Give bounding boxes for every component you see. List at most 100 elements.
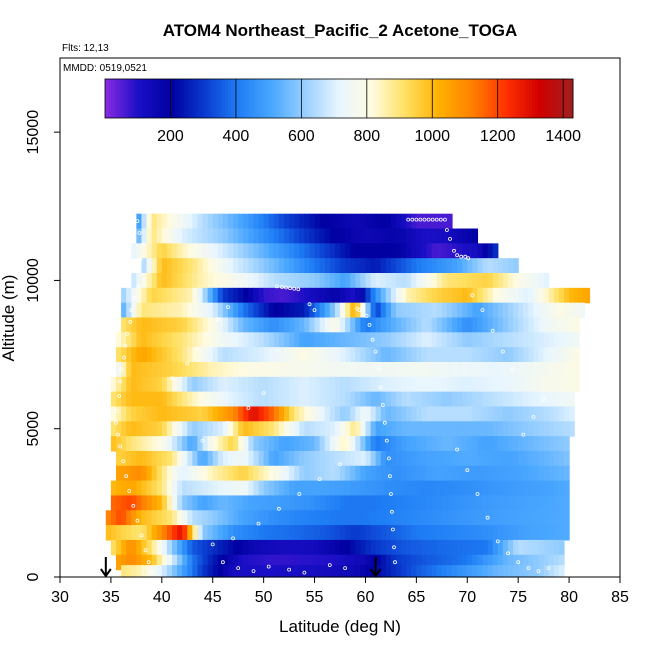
- heatmap-cell: [401, 228, 407, 244]
- heatmap-cell: [278, 287, 285, 304]
- heatmap-cell: [370, 273, 377, 289]
- heatmap-cell: [268, 213, 275, 230]
- heatmap-cell: [334, 480, 341, 497]
- heatmap-cell: [508, 525, 514, 541]
- heatmap-cell: [431, 243, 438, 259]
- heatmap-cell: [390, 213, 397, 230]
- heatmap-cell: [467, 465, 473, 482]
- heatmap-cell: [441, 273, 448, 289]
- heatmap-cell: [233, 287, 239, 304]
- colorbar-frame: [104, 78, 574, 119]
- heatmap-cell: [548, 376, 555, 393]
- heatmap-cell: [487, 317, 494, 333]
- heatmap-cell: [121, 391, 127, 408]
- heatmap-cell: [462, 525, 468, 541]
- heatmap-cell: [406, 317, 412, 333]
- heatmap-cell: [390, 525, 397, 541]
- heatmap-cell: [187, 525, 193, 541]
- heatmap-cell: [278, 539, 285, 556]
- heatmap-cell: [467, 510, 473, 526]
- heatmap-cell: [441, 480, 448, 497]
- heatmap-cell: [116, 495, 122, 511]
- heatmap-cell: [416, 391, 423, 408]
- heatmap-cell: [161, 565, 168, 578]
- heatmap-cell: [472, 273, 479, 289]
- heatmap-cell: [253, 539, 260, 556]
- heatmap-cell: [334, 243, 341, 259]
- heatmap-cell: [497, 436, 504, 452]
- heatmap-cell: [502, 376, 509, 393]
- heatmap-cell: [314, 347, 321, 363]
- heatmap-cell: [406, 554, 412, 571]
- heatmap-cell: [497, 287, 504, 304]
- heatmap-cell: [482, 391, 489, 408]
- heatmap-cell: [289, 361, 295, 378]
- heatmap-cell: [217, 525, 224, 541]
- heatmap-cell: [355, 376, 361, 393]
- heatmap-cell: [574, 332, 580, 348]
- colorbar-segment: [412, 79, 416, 118]
- sample-point: [506, 551, 510, 556]
- heatmap-cell: [136, 421, 143, 437]
- heatmap-cell: [284, 554, 290, 571]
- heatmap-cell: [299, 273, 305, 289]
- heatmap-cell: [477, 406, 484, 422]
- heatmap-cell: [217, 510, 224, 526]
- heatmap-cell: [426, 258, 433, 274]
- heatmap-cell: [513, 302, 519, 319]
- heatmap-cell: [172, 243, 178, 259]
- heatmap-cell: [472, 565, 479, 578]
- heatmap-cell: [172, 436, 178, 452]
- heatmap-cell: [401, 213, 407, 230]
- sample-point: [480, 308, 485, 313]
- heatmap-cell: [314, 317, 321, 333]
- heatmap-cell: [156, 317, 163, 333]
- sample-point: [118, 444, 122, 449]
- heatmap-cell: [518, 510, 524, 526]
- heatmap-cell: [212, 525, 219, 541]
- heatmap-cell: [126, 347, 132, 363]
- x-axis: 30 35 40 45 50 55 60 65 70 75 80 85: [51, 577, 629, 606]
- heatmap-cell: [116, 347, 122, 363]
- heatmap-cell: [375, 213, 382, 230]
- heatmap-cell: [345, 213, 351, 230]
- heatmap-cell: [497, 376, 504, 393]
- heatmap-cell: [319, 273, 326, 289]
- heatmap-cell: [436, 332, 443, 348]
- heatmap-cell: [523, 391, 529, 408]
- heatmap-cell: [518, 376, 524, 393]
- heatmap-cell: [558, 510, 565, 526]
- heatmap-cell: [248, 480, 255, 497]
- heatmap-cell: [533, 465, 540, 482]
- heatmap-cell: [151, 361, 158, 378]
- heatmap-cell: [314, 421, 321, 437]
- heatmap-cell: [273, 565, 280, 578]
- heatmap-cell: [513, 539, 519, 556]
- heatmap-cell: [268, 495, 275, 511]
- heatmap-cell: [401, 376, 407, 393]
- heatmap-cell: [533, 495, 540, 511]
- heatmap-cell: [166, 213, 173, 230]
- heatmap-cell: [334, 539, 341, 556]
- heatmap-cell: [564, 361, 570, 378]
- heatmap-cell: [243, 510, 249, 526]
- heatmap-cell: [401, 565, 407, 578]
- colorbar-segment: [417, 79, 422, 118]
- heatmap-cell: [360, 228, 367, 244]
- heatmap-cell: [416, 539, 423, 556]
- heatmap-cell: [385, 376, 392, 393]
- heatmap-cell: [548, 554, 555, 571]
- heatmap-cell: [396, 213, 402, 230]
- heatmap-cell: [131, 510, 137, 526]
- heatmap-cell: [146, 213, 153, 230]
- heatmap-cell: [238, 361, 244, 378]
- heatmap-cell: [172, 317, 178, 333]
- heatmap-cell: [166, 391, 173, 408]
- heatmap-cell: [513, 258, 519, 274]
- heatmap-cell: [263, 287, 270, 304]
- heatmap-cell: [309, 361, 316, 378]
- heatmap-cell: [309, 391, 316, 408]
- heatmap-cell: [375, 317, 382, 333]
- heatmap-cell: [441, 332, 448, 348]
